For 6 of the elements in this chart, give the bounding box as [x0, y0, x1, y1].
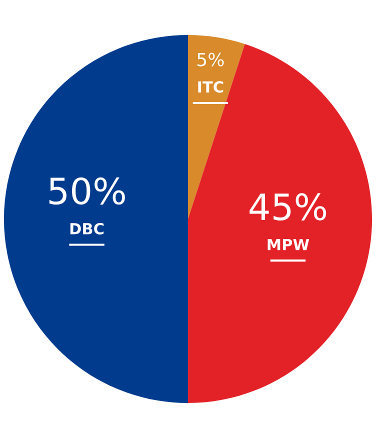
- data-label: 50%: [49, 177, 125, 205]
- slice-label: MPW: [268, 238, 310, 250]
- slice-label: DBC: [70, 222, 104, 235]
- slice-label: ITC: [198, 81, 224, 93]
- data-label: 45%: [250, 193, 326, 220]
- data-label: 5%: [198, 52, 224, 66]
